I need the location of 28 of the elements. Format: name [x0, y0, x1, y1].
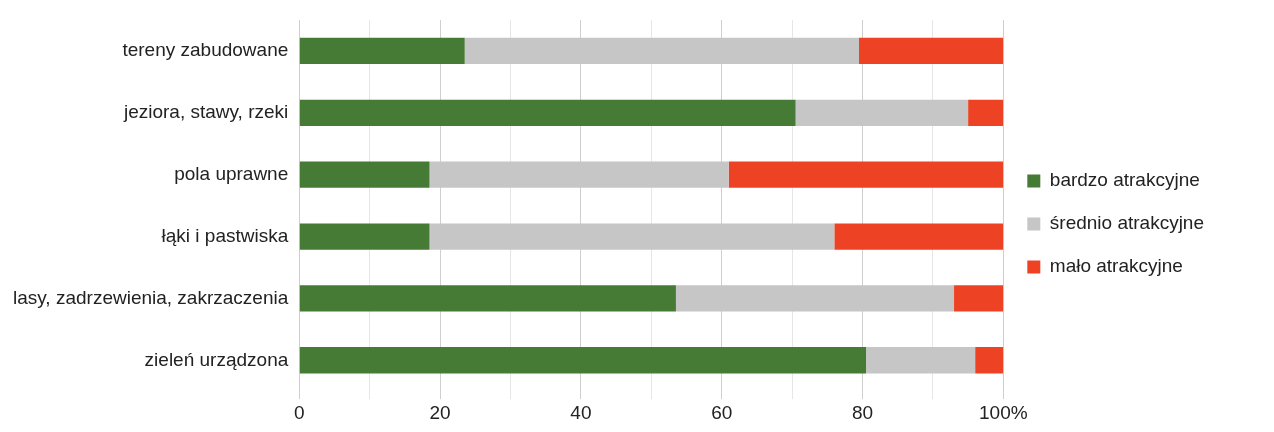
bar — [858, 37, 1004, 65]
bar — [299, 99, 796, 126]
x-tick-label: 100% — [979, 401, 1028, 423]
x-tick-label: 80 — [851, 401, 874, 423]
bar — [299, 285, 676, 312]
y-tick-label: jeziora, stawy, rzeki — [122, 101, 289, 123]
bar — [299, 161, 430, 188]
bar — [866, 347, 976, 374]
bar — [299, 37, 465, 65]
y-tick-label: pola uprawne — [174, 162, 289, 184]
bar — [299, 347, 867, 374]
bar — [728, 161, 1004, 188]
bar — [299, 223, 430, 250]
bar — [954, 285, 1004, 312]
y-tick-label: łąki i pastwiska — [161, 224, 289, 246]
legend-label: mało atrakcyjne — [1049, 255, 1183, 277]
y-tick-label: lasy, zadrzewienia, zakrzaczenia — [12, 286, 289, 308]
x-tick-label: 60 — [711, 401, 733, 423]
legend-label: bardzo atrakcyjne — [1049, 169, 1200, 191]
x-tick-label: 40 — [570, 401, 592, 423]
bar — [975, 347, 1004, 374]
legend-label: średnio atrakcyjne — [1049, 212, 1205, 234]
y-tick-label: zieleń urządzona — [144, 348, 289, 370]
bar — [834, 223, 1004, 250]
bar — [968, 99, 1004, 126]
x-tick-label: 0 — [293, 401, 305, 423]
y-tick-label: tereny zabudowane — [122, 39, 289, 61]
x-tick-label: 20 — [429, 401, 451, 423]
